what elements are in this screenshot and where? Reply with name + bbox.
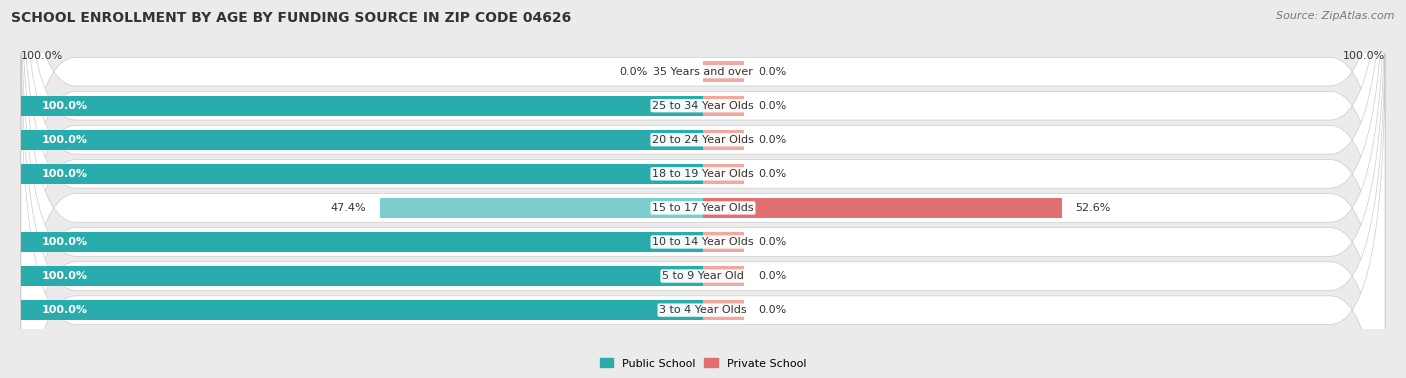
Bar xyxy=(21,96,703,116)
FancyBboxPatch shape xyxy=(21,0,1385,378)
Legend: Public School, Private School: Public School, Private School xyxy=(595,354,811,373)
Bar xyxy=(703,96,744,116)
Text: SCHOOL ENROLLMENT BY AGE BY FUNDING SOURCE IN ZIP CODE 04626: SCHOOL ENROLLMENT BY AGE BY FUNDING SOUR… xyxy=(11,11,571,25)
Bar xyxy=(21,130,703,150)
Text: 15 to 17 Year Olds: 15 to 17 Year Olds xyxy=(652,203,754,213)
Text: 100.0%: 100.0% xyxy=(42,101,87,111)
Bar xyxy=(703,266,744,286)
Bar xyxy=(703,198,1062,218)
Bar xyxy=(380,198,703,218)
FancyBboxPatch shape xyxy=(21,0,1385,330)
Bar xyxy=(21,300,703,320)
FancyBboxPatch shape xyxy=(21,52,1385,378)
Bar xyxy=(21,232,703,252)
Text: 0.0%: 0.0% xyxy=(758,101,786,111)
Text: 0.0%: 0.0% xyxy=(620,67,648,77)
Text: 18 to 19 Year Olds: 18 to 19 Year Olds xyxy=(652,169,754,179)
Bar xyxy=(703,164,744,184)
Text: 0.0%: 0.0% xyxy=(758,305,786,315)
Text: Source: ZipAtlas.com: Source: ZipAtlas.com xyxy=(1277,11,1395,21)
Text: 52.6%: 52.6% xyxy=(1076,203,1111,213)
Text: 5 to 9 Year Old: 5 to 9 Year Old xyxy=(662,271,744,281)
Text: 100.0%: 100.0% xyxy=(42,271,87,281)
Bar xyxy=(703,62,744,82)
Text: 0.0%: 0.0% xyxy=(758,237,786,247)
Bar xyxy=(703,232,744,252)
Text: 25 to 34 Year Olds: 25 to 34 Year Olds xyxy=(652,101,754,111)
FancyBboxPatch shape xyxy=(21,0,1385,378)
Text: 47.4%: 47.4% xyxy=(330,203,366,213)
Text: 100.0%: 100.0% xyxy=(1343,51,1385,61)
Text: 0.0%: 0.0% xyxy=(758,271,786,281)
Text: 10 to 14 Year Olds: 10 to 14 Year Olds xyxy=(652,237,754,247)
FancyBboxPatch shape xyxy=(21,18,1385,378)
FancyBboxPatch shape xyxy=(21,0,1385,364)
Text: 3 to 4 Year Olds: 3 to 4 Year Olds xyxy=(659,305,747,315)
Text: 100.0%: 100.0% xyxy=(42,237,87,247)
FancyBboxPatch shape xyxy=(21,0,1385,378)
Bar xyxy=(21,164,703,184)
Bar xyxy=(21,266,703,286)
Text: 0.0%: 0.0% xyxy=(758,67,786,77)
Text: 20 to 24 Year Olds: 20 to 24 Year Olds xyxy=(652,135,754,145)
Text: 100.0%: 100.0% xyxy=(42,305,87,315)
Text: 0.0%: 0.0% xyxy=(758,169,786,179)
Text: 100.0%: 100.0% xyxy=(21,51,63,61)
Text: 100.0%: 100.0% xyxy=(42,169,87,179)
Text: 35 Years and over: 35 Years and over xyxy=(652,67,754,77)
Bar xyxy=(703,130,744,150)
Bar xyxy=(703,300,744,320)
FancyBboxPatch shape xyxy=(21,0,1385,378)
Text: 0.0%: 0.0% xyxy=(758,135,786,145)
Text: 100.0%: 100.0% xyxy=(42,135,87,145)
